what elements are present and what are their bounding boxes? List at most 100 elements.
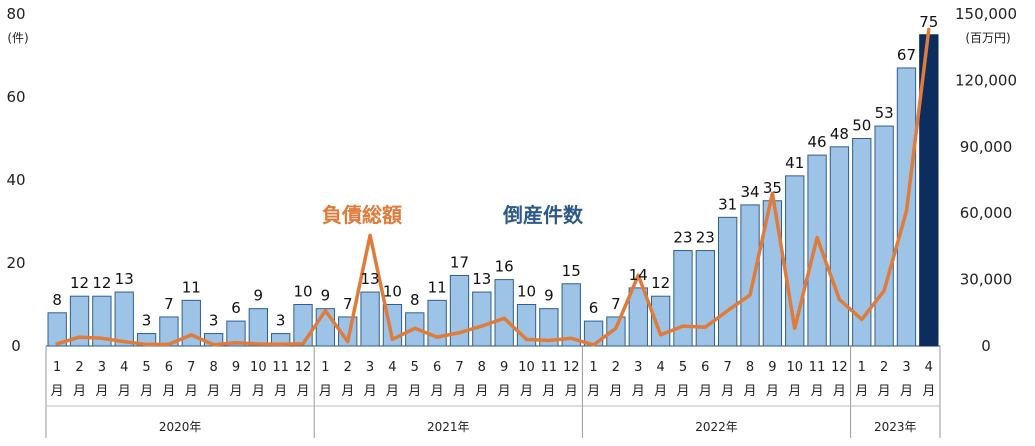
bar-data-label: 13 [361,270,380,288]
bar [695,250,715,347]
legend-count-label: 倒産件数 [502,203,584,227]
bar-data-label: 9 [321,287,331,305]
x-tick-month-char: 月 [498,384,511,399]
bar-data-label: 46 [808,133,827,151]
x-tick-month-char: 月 [386,384,399,399]
y-right-tick-label: 150,000 [955,5,1017,23]
bar-data-label: 15 [562,262,581,280]
x-tick-month-char: 月 [319,384,332,399]
x-tick-month-char: 月 [431,384,444,399]
x-tick-month: 9 [768,360,776,375]
x-tick-month: 7 [187,360,195,375]
x-tick-month-char: 月 [95,384,108,399]
x-tick-month-char: 月 [185,384,198,399]
x-tick-month: 4 [656,360,664,375]
x-year-label: 2020年 [159,420,202,434]
x-tick-month: 12 [831,360,848,375]
bar [472,291,492,347]
bar [740,204,760,347]
x-tick-month: 4 [388,360,396,375]
legend-debt-label: 負債総額 [322,203,402,227]
x-tick-month: 5 [411,360,419,375]
x-tick-month: 3 [634,360,642,375]
bar [852,138,872,347]
y-left-tick-label: 0 [11,337,21,355]
bars-layer [47,34,939,347]
y-left-unit: (件) [7,31,28,45]
bar-data-label: 10 [293,283,312,301]
x-tick-month: 6 [701,360,709,375]
bar-data-label: 23 [673,229,692,247]
x-tick-month: 11 [272,360,289,375]
bar [673,250,693,347]
bar-data-label: 16 [495,258,514,276]
x-tick-month: 7 [724,360,732,375]
x-tick-month: 8 [209,360,217,375]
x-tick-month: 7 [455,360,463,375]
bar [181,299,201,347]
bar [47,312,67,347]
bar-data-label: 3 [142,312,152,330]
y-right-tick-label: 90,000 [960,138,1013,156]
bar-data-label: 14 [629,266,648,284]
x-tick-month: 3 [366,360,374,375]
x-tick-month-char: 月 [721,384,734,399]
bar [427,299,447,347]
x-tick-month-char: 月 [140,384,153,399]
bar-data-label: 8 [52,291,62,309]
bar-data-label: 67 [897,46,916,64]
x-tick-month: 10 [786,360,803,375]
bar-data-label: 17 [450,253,469,271]
line-layer [55,27,931,347]
y-right-unit: (百万円) [965,31,1010,45]
bar [360,291,380,347]
x-tick-month-char: 月 [609,384,622,399]
x-tick-month: 9 [500,360,508,375]
bar-data-label: 8 [410,291,420,309]
bar [874,125,894,347]
bar-data-label: 13 [115,270,134,288]
bar-data-label: 23 [696,229,715,247]
x-tick-month: 1 [53,360,61,375]
x-tick-month: 10 [250,360,267,375]
x-tick-month-char: 月 [587,384,600,399]
bar [159,316,179,347]
x-tick-month: 4 [925,360,933,375]
x-tick-month-char: 月 [207,384,220,399]
bar [606,316,626,347]
bar-data-label: 12 [70,274,89,292]
x-tick-month-char: 月 [744,384,757,399]
x-tick-month-char: 月 [51,384,64,399]
x-tick-month-char: 月 [855,384,868,399]
x-tick-month: 12 [295,360,312,375]
x-tick-month: 2 [344,360,352,375]
bar [449,274,470,347]
x-tick-month-char: 月 [676,384,689,399]
bar-data-label: 35 [763,179,782,197]
x-year-label: 2022年 [695,420,738,434]
x-tick-month-char: 月 [274,384,287,399]
x-tick-month-char: 月 [252,384,265,399]
bar-data-label: 7 [343,295,353,313]
bar-data-label: 48 [830,125,849,143]
x-tick-month: 9 [232,360,240,375]
y-left-tick-label: 60 [6,88,25,106]
bar [293,304,313,347]
bar-data-label: 11 [182,278,201,296]
y-right-tick-label: 30,000 [960,271,1013,289]
x-tick-month: 2 [612,360,620,375]
y-right-tick-label: 60,000 [960,204,1013,222]
x-tick-month: 10 [518,360,535,375]
legend-layer: 負債総額 倒産件数 [322,203,584,227]
debt-line [55,27,931,347]
bar [315,308,336,347]
bar [807,154,827,347]
x-tick-month: 4 [120,360,128,375]
x-tick-month-char: 月 [654,384,667,399]
bar [718,216,738,347]
bar [92,295,112,347]
bar-data-label: 53 [875,104,894,122]
bar [561,283,581,347]
